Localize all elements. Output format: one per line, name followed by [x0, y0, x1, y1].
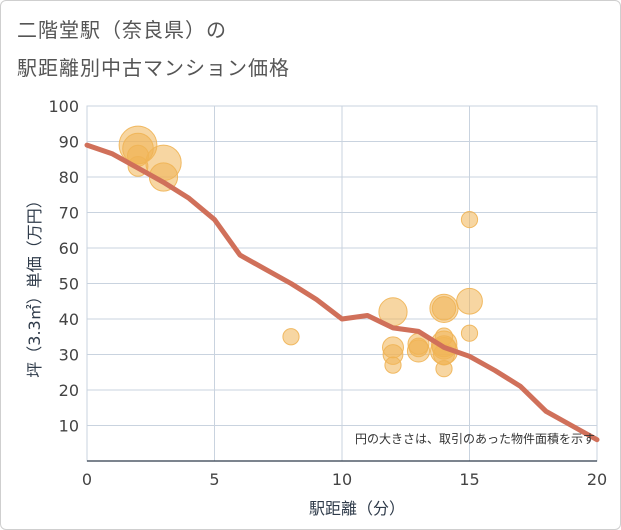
y-axis-label: 坪（3.3㎡）単価（万円） [25, 192, 44, 377]
y-tick-label: 90 [59, 133, 79, 152]
x-tick-label: 5 [209, 470, 219, 489]
tick-labels: 10 20 30 40 50 60 70 80 90 100 0 5 10 15 20 [48, 97, 607, 489]
trend-line-group [84, 142, 600, 443]
x-axis-label: 駅距離（分） [309, 499, 405, 518]
y-tick-label: 100 [48, 97, 79, 116]
trend-line [84, 142, 600, 443]
x-tick-label: 15 [459, 470, 479, 489]
data-point [456, 287, 483, 315]
data-point [282, 328, 300, 346]
x-tick-label: 0 [82, 470, 92, 489]
chart-title-line1: 二階堂駅（奈良県）の [17, 18, 227, 42]
y-tick-label: 60 [59, 239, 79, 258]
y-tick-label: 30 [59, 346, 79, 365]
data-point [408, 337, 429, 358]
y-tick-label: 70 [59, 204, 79, 223]
data-point [460, 324, 479, 342]
y-tick-label: 50 [59, 275, 79, 294]
y-tick-label: 80 [59, 168, 79, 187]
chart-title-line2: 駅距離別中古マンション価格 [17, 56, 290, 80]
data-point [431, 296, 457, 321]
y-tick-label: 40 [59, 310, 79, 329]
y-tick-label: 20 [59, 381, 79, 400]
x-tick-label: 20 [587, 470, 607, 489]
data-point [460, 211, 479, 229]
size-annotation: 円の大きさは、取引のあった物件面積を示す [355, 431, 595, 446]
y-tick-label: 10 [59, 417, 79, 436]
x-tick-label: 10 [332, 470, 352, 489]
data-point [384, 356, 402, 374]
data-point [435, 360, 453, 378]
